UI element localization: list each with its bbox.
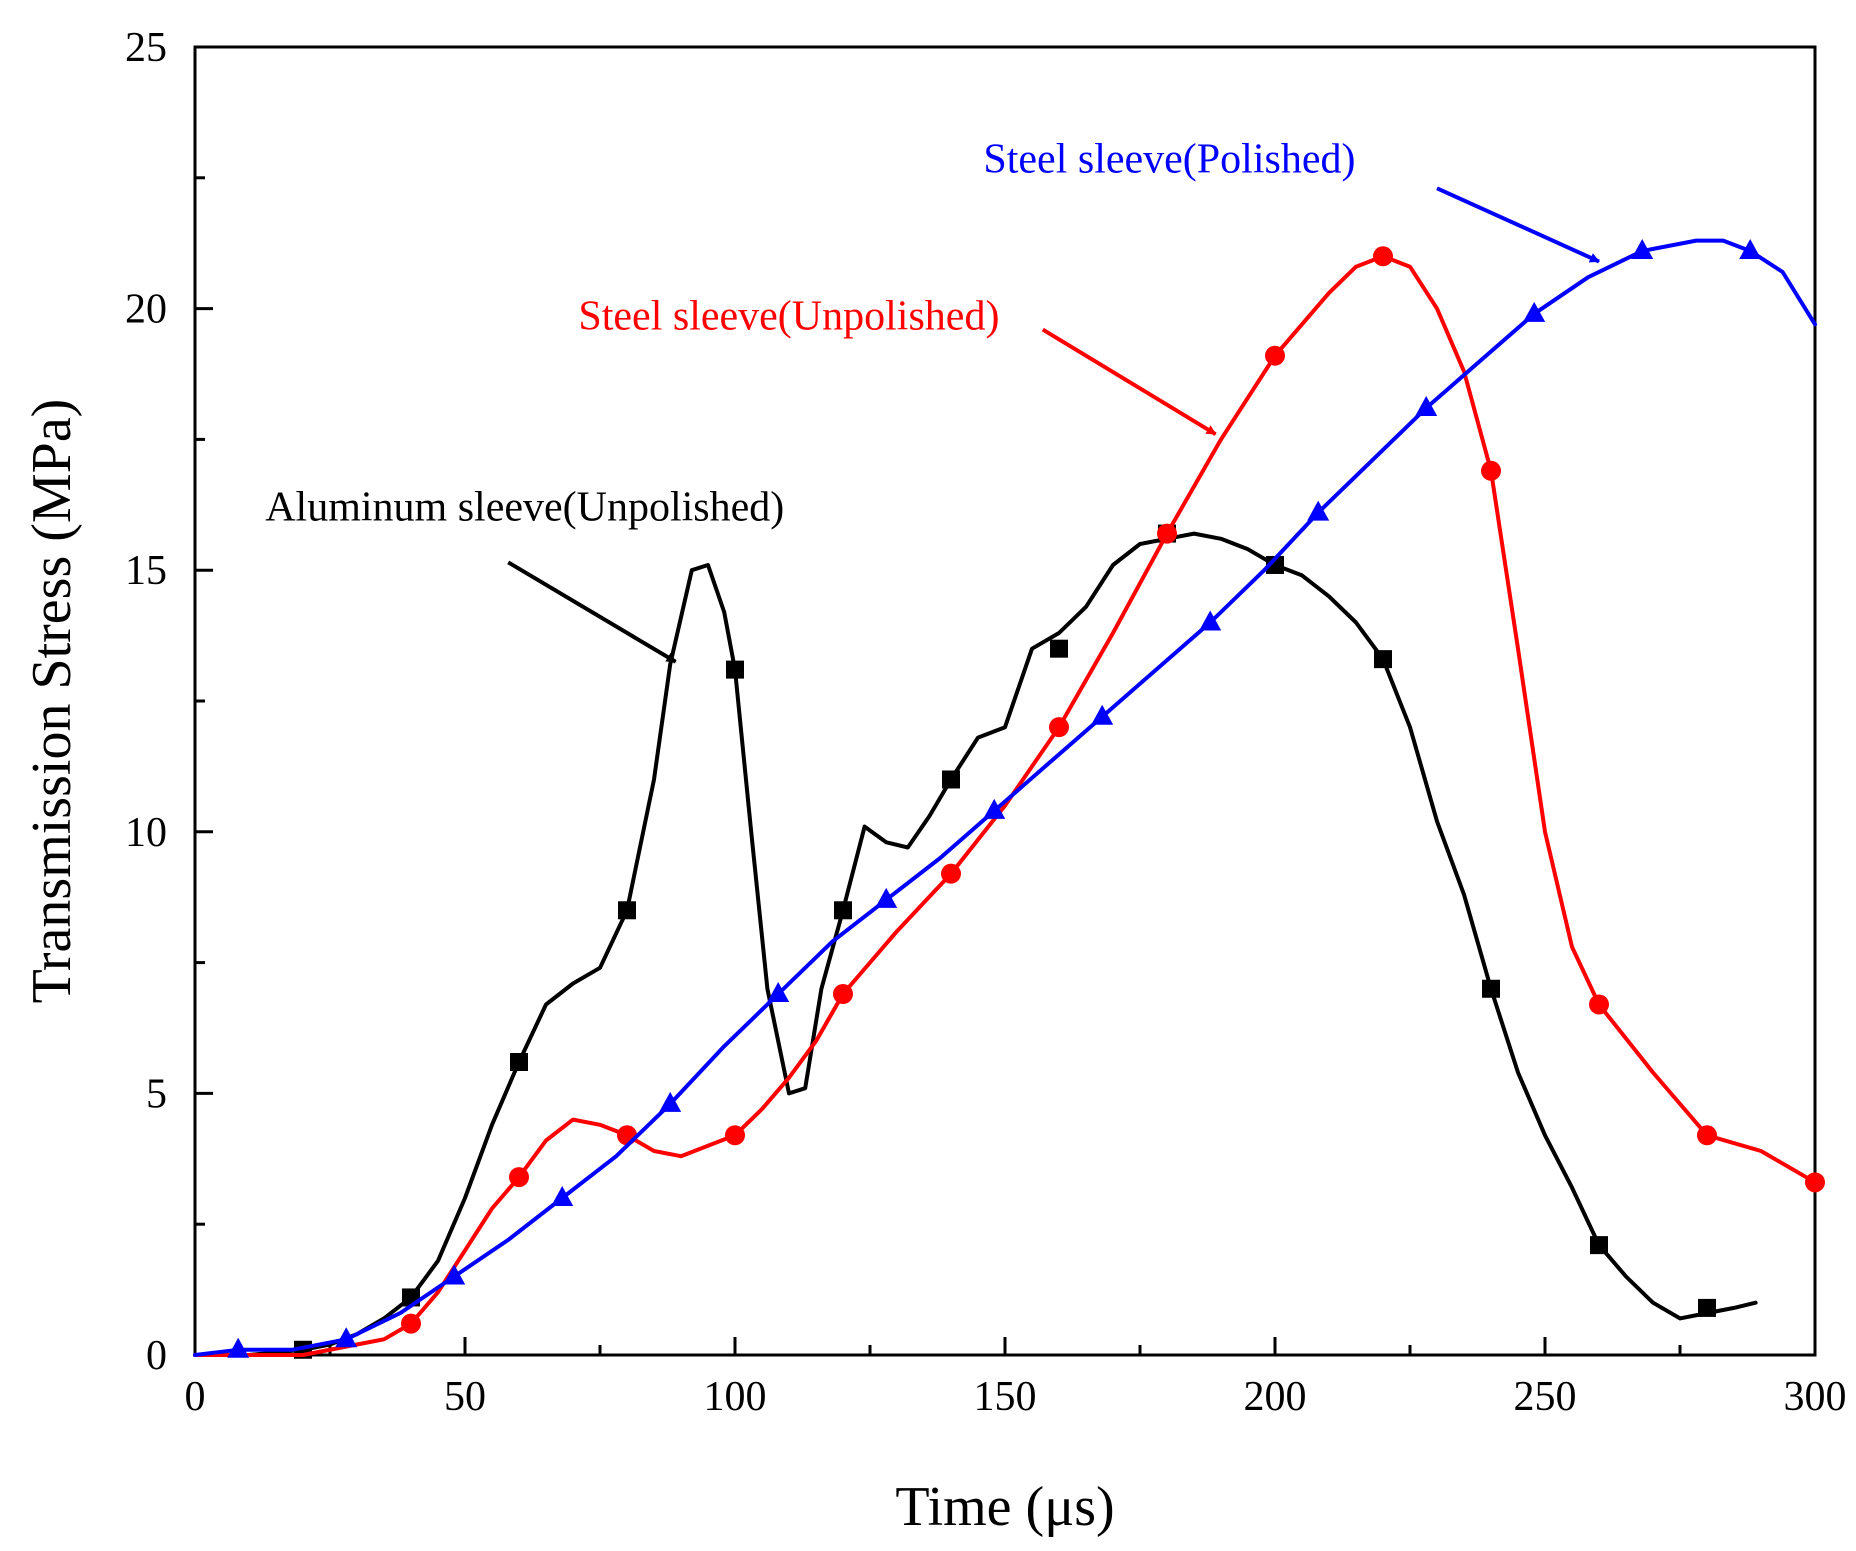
x-tick-label: 300 xyxy=(1784,1374,1847,1420)
y-axis-title: Transmission Stress (MPa) xyxy=(21,399,83,1004)
data-point-circle xyxy=(1589,994,1609,1015)
data-point-triangle xyxy=(983,798,1006,819)
data-point-triangle xyxy=(335,1327,358,1348)
data-point-square xyxy=(1482,979,1500,998)
data-point-triangle xyxy=(1739,239,1762,260)
data-point-circle xyxy=(833,983,853,1004)
x-tick-label: 200 xyxy=(1244,1374,1307,1420)
x-tick-label: 0 xyxy=(185,1374,206,1420)
y-tick-label: 10 xyxy=(125,810,167,856)
data-point-triangle xyxy=(1415,396,1438,417)
plot-frame xyxy=(193,45,1817,1357)
annotation-layer: Aluminum sleeve(Unpolished) Steel sleeve(… xyxy=(265,137,1600,664)
data-point-triangle xyxy=(551,1186,574,1207)
x-tick-label: 250 xyxy=(1514,1374,1577,1420)
data-point-circle xyxy=(1373,246,1393,267)
data-point-square xyxy=(834,901,852,920)
data-point-triangle xyxy=(767,981,790,1002)
annotation-label: Steel sleeve(Polished) xyxy=(983,137,1355,183)
data-point-circle xyxy=(1265,345,1285,366)
data-point-circle xyxy=(1049,717,1069,738)
series-steel-sleeve-polished xyxy=(193,238,1817,1358)
data-point-triangle xyxy=(1307,500,1330,521)
data-point-square xyxy=(1698,1298,1716,1317)
y-tick-label: 15 xyxy=(125,548,167,594)
data-point-square xyxy=(942,770,960,789)
series-layer xyxy=(193,238,1825,1359)
annotation-steel-sleeve-polished: Steel sleeve(Polished) xyxy=(983,137,1600,264)
x-axis-ticks: 0 50 100 150 200 250 300 xyxy=(185,1337,1847,1420)
series-steel-sleeve-unpolished xyxy=(193,246,1825,1357)
data-point-triangle xyxy=(1631,239,1654,260)
y-tick-label: 20 xyxy=(125,287,167,333)
y-axis-ticks: 0 5 10 15 20 25 xyxy=(125,25,213,1379)
annotation-arrow xyxy=(1436,186,1600,264)
data-point-square xyxy=(1266,555,1284,574)
data-point-circle xyxy=(941,863,961,884)
data-point-circle xyxy=(1805,1172,1825,1193)
data-point-triangle xyxy=(443,1264,466,1285)
data-point-circle xyxy=(725,1125,745,1146)
data-point-circle xyxy=(1157,523,1177,544)
data-point-square xyxy=(1374,650,1392,669)
x-tick-label: 150 xyxy=(974,1374,1037,1420)
y-tick-label: 5 xyxy=(146,1071,167,1117)
x-tick-label: 50 xyxy=(444,1374,486,1420)
series-line-aluminum-sleeve-unpolished xyxy=(193,531,1758,1357)
annotation-label: Steel sleeve(Unpolished) xyxy=(578,294,999,340)
data-point-triangle xyxy=(227,1337,250,1358)
annotation-label: Aluminum sleeve(Unpolished) xyxy=(265,484,784,530)
data-point-triangle xyxy=(1199,610,1222,631)
annotation-arrow xyxy=(1041,327,1217,436)
data-point-circle xyxy=(401,1313,421,1334)
data-point-square xyxy=(1590,1236,1608,1255)
data-point-triangle xyxy=(1091,704,1114,725)
y-tick-label: 25 xyxy=(125,25,167,71)
annotation-arrow xyxy=(507,560,677,664)
series-line-steel-sleeve-unpolished xyxy=(193,254,1817,1357)
data-point-square xyxy=(618,901,636,920)
data-point-square xyxy=(726,660,744,679)
data-point-triangle xyxy=(1523,301,1546,322)
data-point-circle xyxy=(617,1125,637,1146)
annotation-aluminum-sleeve-unpolished: Aluminum sleeve(Unpolished) xyxy=(265,484,784,664)
y-tick-label: 0 xyxy=(146,1333,167,1379)
data-point-circle xyxy=(1697,1125,1717,1146)
x-tick-label: 100 xyxy=(704,1374,767,1420)
data-point-circle xyxy=(509,1167,529,1188)
series-line-steel-sleeve-polished xyxy=(193,238,1817,1357)
annotation-steel-sleeve-unpolished: Steel sleeve(Unpolished) xyxy=(578,294,1217,436)
data-point-circle xyxy=(1481,460,1501,481)
data-point-square xyxy=(510,1053,528,1072)
data-point-square xyxy=(1050,639,1068,658)
data-point-triangle xyxy=(875,887,898,908)
data-point-triangle xyxy=(659,1091,682,1112)
x-axis-title: Time (μs) xyxy=(895,1476,1114,1538)
series-aluminum-sleeve-unpolished xyxy=(193,524,1758,1359)
